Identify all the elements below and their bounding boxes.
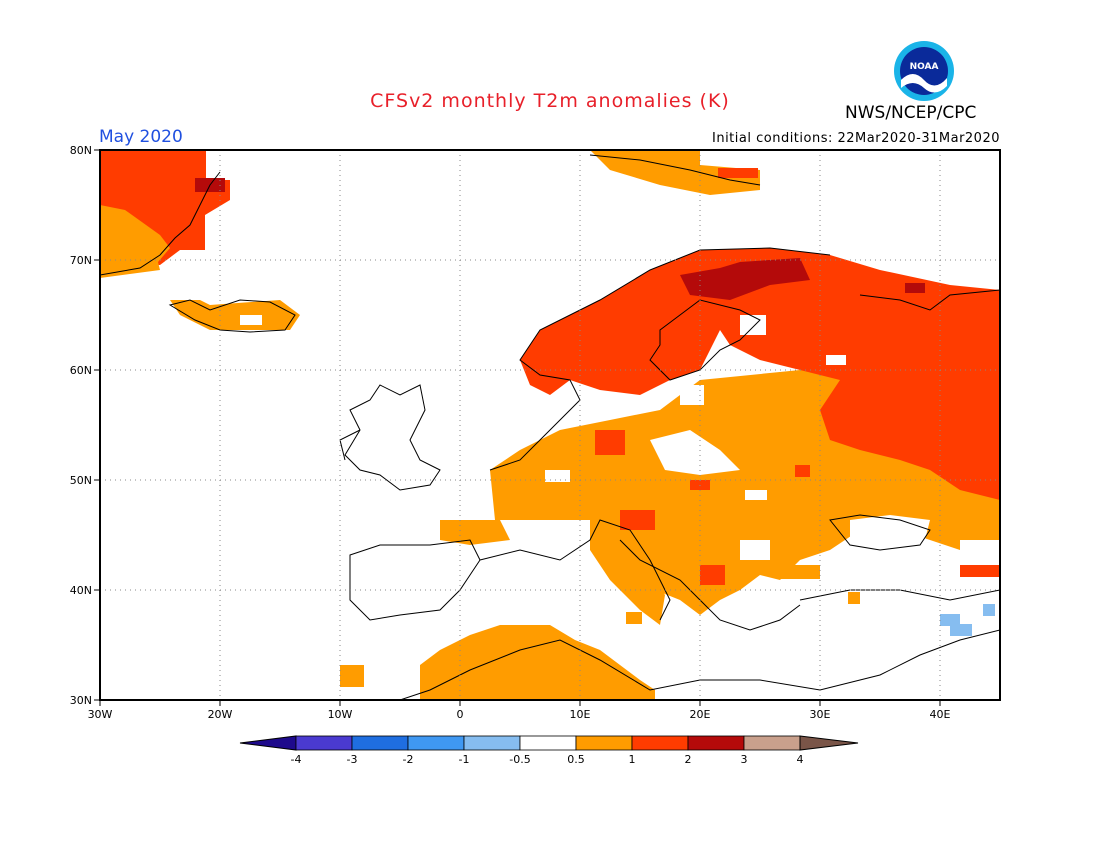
agency-label: NWS/NCEP/CPC — [845, 103, 977, 123]
colorbar-label: 4 — [797, 753, 804, 766]
colorbar-label: 0.5 — [567, 753, 585, 766]
colorbar-label: 2 — [685, 753, 692, 766]
initial-conditions: Initial conditions: 22Mar2020-31Mar2020 — [712, 131, 1000, 146]
colorbar-label: -0.5 — [509, 753, 530, 766]
colorbar-swatch — [239, 735, 297, 751]
cool-anomaly-patch — [940, 614, 972, 636]
lon-tick: 20W — [208, 708, 233, 721]
lon-tick: 30W — [88, 708, 113, 721]
colorbar-swatch — [799, 735, 859, 751]
italy-warm — [590, 520, 665, 625]
lat-tick: 60N — [70, 364, 92, 377]
colorbar-label: 1 — [629, 753, 636, 766]
svalbard-anomaly — [590, 150, 760, 195]
black-sea-neutral — [850, 515, 930, 545]
latitude-labels: 80N 70N 60N 50N 40N 30N — [70, 144, 92, 707]
lon-tick: 10E — [570, 708, 591, 721]
iberia-warm — [440, 520, 510, 545]
lon-tick: 0 — [457, 708, 464, 721]
coastlines — [100, 154, 1000, 700]
map-title: CFSv2 monthly T2m anomalies (K) — [370, 90, 730, 112]
longitude-labels: 30W 20W 10W 0 10E 20E 30E 40E — [88, 708, 951, 721]
colorbar-label: 3 — [741, 753, 748, 766]
colorbar-swatch — [295, 735, 353, 751]
lat-tick: 70N — [70, 254, 92, 267]
lat-tick: 50N — [70, 474, 92, 487]
colorbar-label: -3 — [347, 753, 358, 766]
lon-tick: 30E — [810, 708, 831, 721]
graticule — [100, 150, 1000, 700]
colorbar-swatch — [351, 735, 409, 751]
colorbar-label: -4 — [291, 753, 302, 766]
colorbar-swatch — [743, 735, 801, 751]
map-frame — [99, 149, 1001, 701]
arctic-hot-core — [680, 258, 810, 300]
colorbar-swatch — [631, 735, 689, 751]
northern-europe-hot-anomaly — [520, 248, 1000, 500]
neutral-gap-1 — [650, 430, 740, 475]
lat-tick: 40N — [70, 584, 92, 597]
lat-tick: 80N — [70, 144, 92, 157]
lon-tick: 10W — [328, 708, 353, 721]
colorbar-swatch — [407, 735, 465, 751]
anomaly-fields — [100, 150, 1000, 700]
lon-tick: 20E — [690, 708, 711, 721]
colorbar-swatch — [519, 735, 577, 751]
colorbar-label: -1 — [459, 753, 470, 766]
lat-tick: 30N — [70, 694, 92, 707]
lon-tick: 40E — [930, 708, 951, 721]
north-africa-warm-anomaly — [420, 625, 655, 700]
colorbar-label: -2 — [403, 753, 414, 766]
colorbar-swatch — [687, 735, 745, 751]
forecast-period: May 2020 — [99, 127, 183, 147]
colorbar-swatch — [575, 735, 633, 751]
noaa-logo-icon: NOAA — [894, 41, 954, 101]
colorbar-swatch — [463, 735, 521, 751]
colorbar: -4 -3 -2 -1 -0.5 0.5 1 2 3 4 — [239, 735, 859, 766]
logo-text: NOAA — [910, 62, 939, 72]
